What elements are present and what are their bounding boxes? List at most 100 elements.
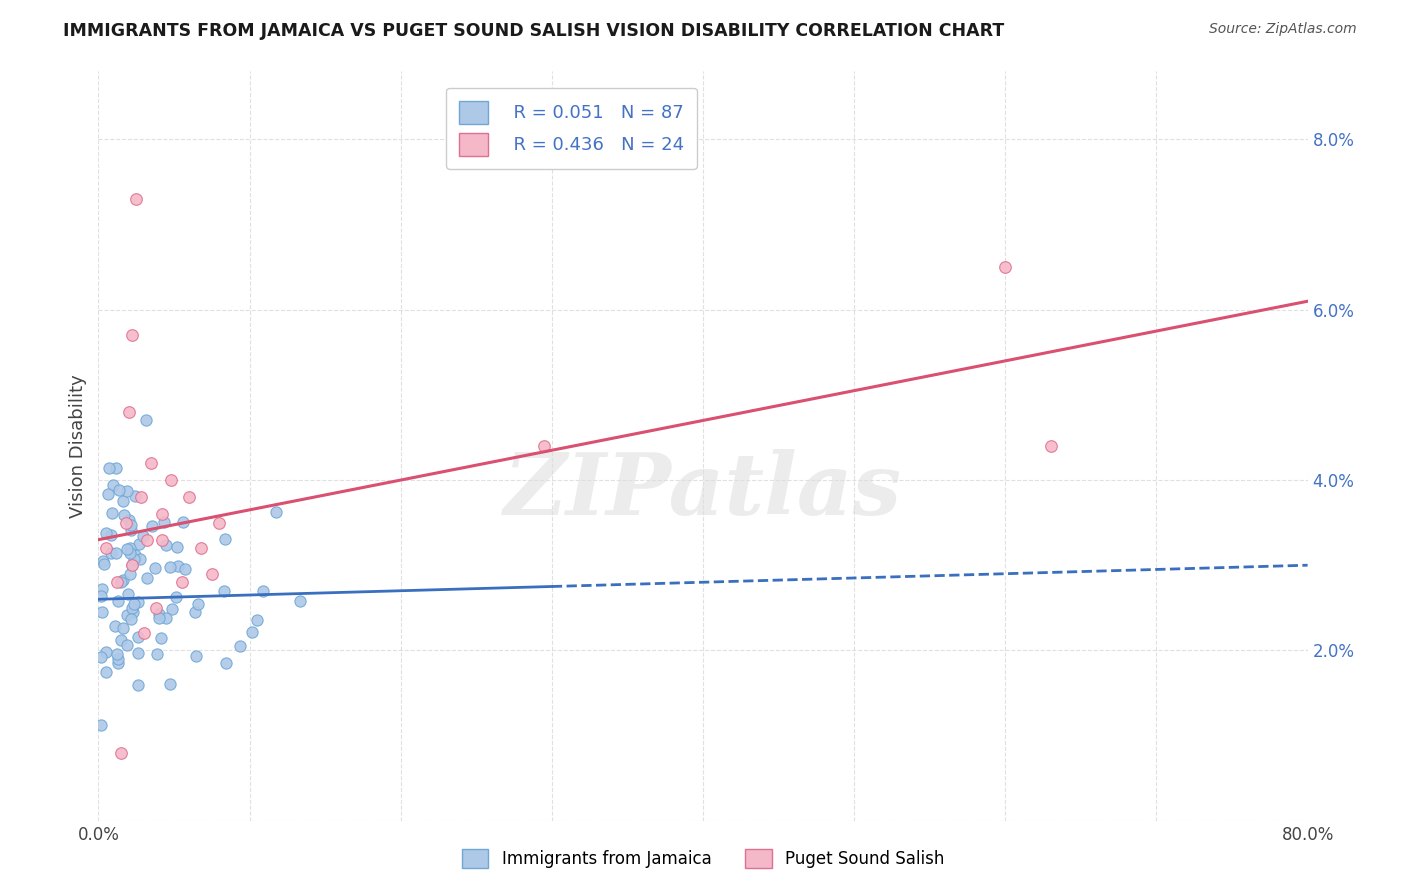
- Point: [246, 613, 269, 627]
- Point: [121, 600, 143, 615]
- Point: [167, 558, 190, 573]
- Point: [101, 506, 124, 520]
- Point: [97, 461, 120, 475]
- Point: [112, 573, 135, 587]
- Point: [201, 566, 224, 581]
- Point: [105, 575, 128, 590]
- Point: [172, 516, 194, 530]
- Point: [110, 574, 132, 589]
- Point: [104, 619, 127, 633]
- Point: [118, 566, 141, 581]
- Point: [90, 589, 112, 603]
- Text: Source: ZipAtlas.com: Source: ZipAtlas.com: [1209, 22, 1357, 37]
- Point: [141, 456, 163, 470]
- Point: [115, 608, 138, 623]
- Point: [152, 515, 174, 529]
- Point: [290, 594, 312, 608]
- Point: [128, 537, 150, 551]
- Point: [115, 541, 138, 556]
- Point: [108, 483, 131, 497]
- Point: [143, 561, 166, 575]
- Point: [159, 559, 181, 574]
- Point: [252, 584, 274, 599]
- Point: [145, 600, 167, 615]
- Point: [97, 487, 120, 501]
- Point: [120, 546, 142, 560]
- Point: [107, 652, 129, 666]
- Point: [160, 601, 183, 615]
- Point: [994, 260, 1017, 275]
- Point: [229, 639, 252, 653]
- Point: [122, 552, 145, 566]
- Point: [208, 516, 231, 530]
- Point: [118, 513, 141, 527]
- Point: [104, 546, 127, 560]
- Point: [91, 606, 114, 620]
- Point: [127, 595, 149, 609]
- Point: [100, 527, 122, 541]
- Point: [94, 645, 117, 659]
- Point: [240, 624, 263, 639]
- Point: [112, 508, 135, 523]
- Y-axis label: Vision Disability: Vision Disability: [69, 374, 87, 518]
- Point: [264, 505, 287, 519]
- Point: [214, 656, 236, 670]
- Text: ZIPatlas: ZIPatlas: [503, 450, 903, 533]
- Point: [159, 677, 181, 691]
- Point: [94, 665, 117, 680]
- Point: [150, 533, 173, 547]
- Point: [107, 657, 129, 671]
- Point: [129, 552, 152, 566]
- Point: [127, 647, 149, 661]
- Point: [120, 541, 142, 555]
- Point: [122, 597, 145, 611]
- Point: [170, 575, 193, 590]
- Point: [115, 483, 138, 498]
- Point: [160, 473, 183, 487]
- Point: [121, 558, 143, 573]
- Point: [120, 518, 142, 533]
- Point: [179, 490, 201, 504]
- Point: [533, 439, 555, 453]
- Point: [1039, 439, 1062, 453]
- Point: [110, 633, 132, 648]
- Point: [90, 649, 112, 664]
- Point: [114, 516, 136, 530]
- Point: [127, 677, 149, 691]
- Point: [105, 647, 128, 661]
- Point: [183, 605, 205, 619]
- Point: [90, 718, 112, 732]
- Point: [150, 632, 173, 646]
- Point: [121, 558, 143, 573]
- Point: [121, 328, 143, 343]
- Point: [141, 519, 163, 533]
- Point: [173, 562, 195, 576]
- Point: [120, 523, 142, 537]
- Point: [212, 583, 235, 598]
- Point: [117, 587, 139, 601]
- Point: [96, 526, 118, 541]
- Point: [105, 460, 128, 475]
- Point: [101, 478, 124, 492]
- Point: [100, 546, 122, 560]
- Point: [124, 489, 146, 503]
- Point: [124, 548, 146, 562]
- Legend: Immigrants from Jamaica, Puget Sound Salish: Immigrants from Jamaica, Puget Sound Sal…: [456, 842, 950, 875]
- Point: [136, 571, 159, 585]
- Point: [118, 405, 141, 419]
- Point: [125, 192, 148, 206]
- Point: [155, 538, 177, 552]
- Point: [155, 610, 177, 624]
- Point: [150, 507, 173, 521]
- Text: IMMIGRANTS FROM JAMAICA VS PUGET SOUND SALISH VISION DISABILITY CORRELATION CHAR: IMMIGRANTS FROM JAMAICA VS PUGET SOUND S…: [63, 22, 1004, 40]
- Point: [187, 597, 209, 611]
- Legend:   R = 0.051   N = 87,   R = 0.436   N = 24: R = 0.051 N = 87, R = 0.436 N = 24: [446, 88, 697, 169]
- Point: [94, 541, 117, 556]
- Point: [120, 612, 142, 626]
- Point: [127, 631, 149, 645]
- Point: [107, 594, 129, 608]
- Point: [184, 648, 207, 663]
- Point: [166, 540, 188, 554]
- Point: [132, 529, 155, 543]
- Point: [214, 532, 236, 546]
